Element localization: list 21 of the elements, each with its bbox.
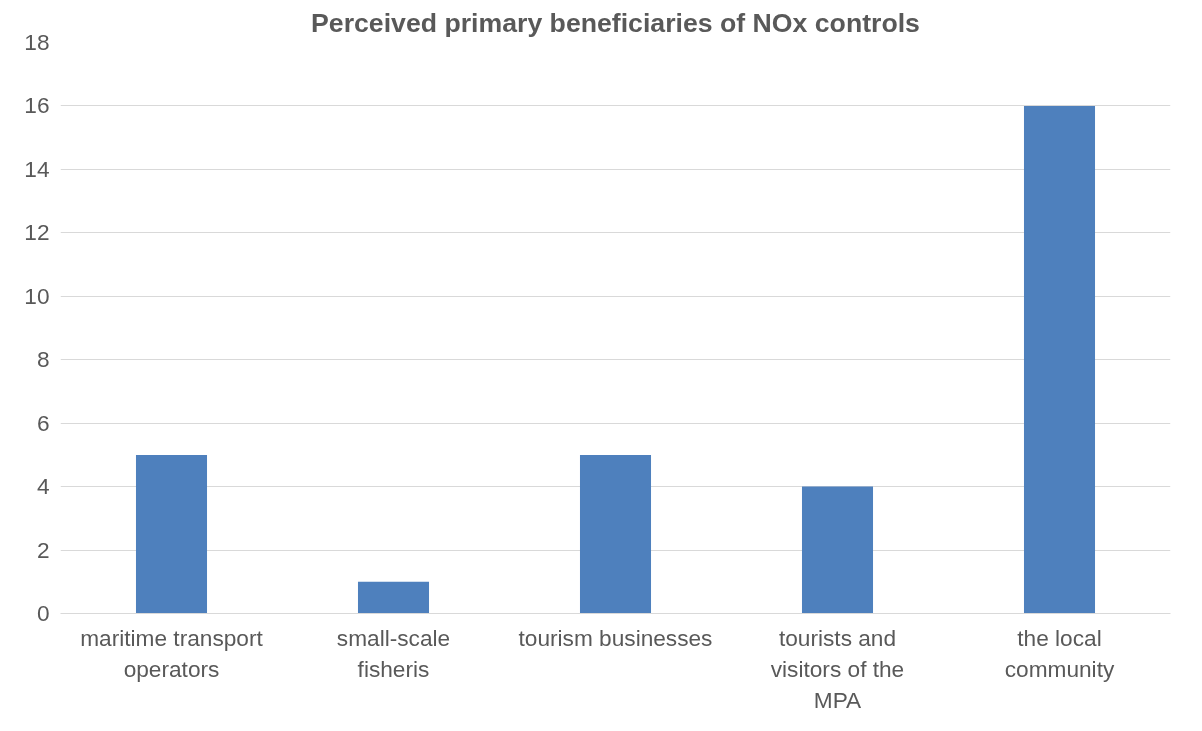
x-tick-label: tourism businesses (518, 624, 713, 651)
y-tick-label: 4 (36, 473, 50, 500)
bar (135, 454, 208, 614)
y-tick-label: 2 (36, 536, 50, 563)
x-tick-label: small-scale fisheris (336, 624, 451, 682)
y-tick-label: 8 (36, 346, 50, 373)
y-tick-label: 0 (36, 600, 50, 626)
y-tick-label: 12 (24, 219, 50, 246)
x-tick-label: the local community (1004, 624, 1115, 682)
bar (357, 581, 430, 614)
y-tick-label: 10 (24, 282, 50, 309)
chart-title: Perceived primary beneficiaries of NOx controls (311, 7, 920, 38)
bar (1023, 105, 1096, 614)
bar (579, 454, 652, 614)
x-tick-label: maritime transport operators (80, 624, 264, 682)
x-tick-label: tourists and visitors of the MPA (770, 624, 905, 713)
bar (801, 486, 874, 614)
y-tick-label: 14 (24, 155, 50, 182)
y-tick-label: 18 (24, 29, 50, 55)
y-tick-label: 16 (24, 92, 50, 119)
y-tick-label: 6 (36, 409, 50, 436)
